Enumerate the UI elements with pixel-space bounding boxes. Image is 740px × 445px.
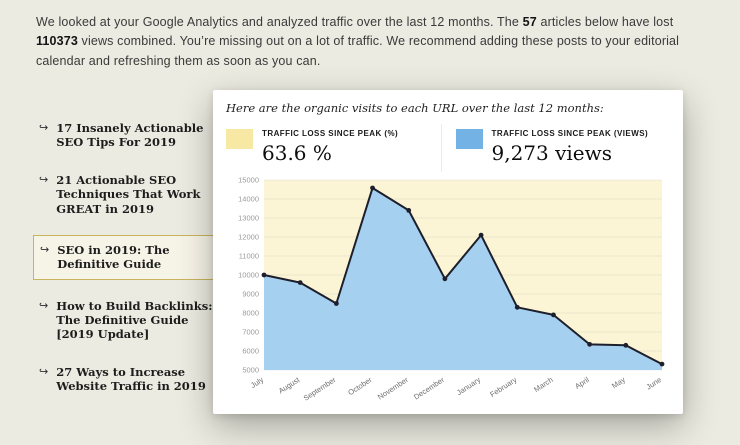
curved-arrow-icon: ↪ <box>40 243 50 256</box>
x-tick-label: August <box>277 375 302 396</box>
y-tick-label: 7000 <box>242 328 259 337</box>
intro-article-count: 57 <box>522 15 537 29</box>
x-tick-label: September <box>302 375 338 403</box>
area-chart-svg: 5000 6000 7000 8000 9000 10000 11000 12000 13000… <box>238 176 665 403</box>
x-tick-label: June <box>645 375 664 391</box>
x-tick-label: December <box>412 375 446 402</box>
x-tick-label: April <box>573 375 591 391</box>
intro-views-lost: 110373 <box>36 34 78 49</box>
sidebar-item-seo-tips[interactable]: ↪ 17 Insanely Actionable SEO Tips For 20… <box>33 117 229 154</box>
y-tick-label: 12000 <box>238 233 259 242</box>
legend-swatch-percent <box>226 129 253 149</box>
curved-arrow-icon: ↪ <box>39 122 49 134</box>
y-tick-label: 11000 <box>239 252 259 261</box>
intro-part1: We looked at your Google Analytics and a… <box>36 15 523 29</box>
x-tick-label: October <box>346 375 374 397</box>
sidebar-item-increase-traffic[interactable]: ↪ 27 Ways to Increase Website Traffic in… <box>33 361 229 398</box>
panel-title: Here are the organic visits to each URL … <box>226 101 604 115</box>
curved-arrow-icon: ↪ <box>39 299 49 312</box>
chart-dot <box>333 301 339 306</box>
traffic-panel: Here are the organic visits to each URL … <box>213 90 683 414</box>
chart-dot <box>370 185 375 191</box>
legend-item-views: TRAFFIC LOSS SINCE PEAK (VIEWS) 9,273 vi… <box>440 124 671 172</box>
chart-dot <box>261 272 267 278</box>
sidebar-item-label: 17 Insanely Actionable SEO Tips For 2019 <box>56 121 204 150</box>
curved-arrow-icon: ↪ <box>39 173 49 186</box>
x-tick-label: May <box>610 375 627 390</box>
intro-part3: views combined. You’re missing out on a … <box>36 34 680 68</box>
legend-label-views: TRAFFIC LOSS SINCE PEAK (VIEWS) <box>491 129 649 138</box>
y-tick-label: 15000 <box>238 176 259 185</box>
x-tick-label: November <box>376 375 410 402</box>
chart-dot <box>623 342 629 348</box>
legend-value-percent: 63.6 % <box>262 141 332 165</box>
intro-part2: articles below have lost <box>536 15 674 29</box>
sidebar-item-build-backlinks[interactable]: ↪ How to Build Backlinks: The Definitive… <box>33 295 229 346</box>
legend-label-percent: TRAFFIC LOSS SINCE PEAK (%) <box>262 129 399 138</box>
chart-dot <box>478 232 484 238</box>
chart-line <box>263 186 663 365</box>
chart-dot <box>514 304 520 310</box>
sidebar-item-label: SEO in 2019: The Definitive Guide <box>57 242 170 272</box>
y-tick-label: 10000 <box>238 271 259 280</box>
y-tick-label: 13000 <box>238 214 259 223</box>
chart-dot <box>587 341 593 347</box>
y-tick-label: 6000 <box>242 347 259 356</box>
sidebar-item-seo-techniques[interactable]: ↪ 21 Actionable SEO Techniques That Work… <box>33 169 229 220</box>
x-tick-label: July <box>249 375 265 390</box>
y-tick-label: 9000 <box>242 290 259 299</box>
y-tick-label: 14000 <box>238 195 259 204</box>
curved-arrow-icon: ↪ <box>39 365 49 378</box>
traffic-chart: 5000 6000 7000 8000 9000 10000 11000 12000 13000… <box>226 174 670 413</box>
article-list: ↪ 17 Insanely Actionable SEO Tips For 20… <box>33 117 229 398</box>
y-tick-label: 8000 <box>242 309 259 318</box>
sidebar-item-seo-definitive-guide[interactable]: ↪ SEO in 2019: The Definitive Guide <box>33 234 229 280</box>
chart-area <box>264 187 662 370</box>
sidebar-item-label: 21 Actionable SEO Techniques That Work G… <box>56 172 201 216</box>
legend-item-percent: TRAFFIC LOSS SINCE PEAK (%) 63.6 % <box>226 124 441 172</box>
sidebar-item-label: 27 Ways to Increase Website Traffic in 2… <box>56 364 206 394</box>
chart-dot <box>442 276 448 282</box>
sidebar-item-label: How to Build Backlinks: The Definitive G… <box>56 298 213 342</box>
legend-value-views: 9,273 views <box>491 141 613 165</box>
chart-dot <box>406 208 412 213</box>
x-tick-label: February <box>488 375 518 399</box>
legend: TRAFFIC LOSS SINCE PEAK (%) 63.6 % TRAFF… <box>226 124 670 172</box>
chart-dot <box>659 361 665 367</box>
legend-swatch-views <box>455 129 483 149</box>
y-tick-label: 5000 <box>242 366 259 375</box>
chart-dot <box>551 312 556 318</box>
x-tick-label: March <box>532 375 554 394</box>
chart-dot <box>297 280 303 285</box>
intro-text: We looked at your Google Analytics and a… <box>36 13 704 71</box>
x-tick-label: January <box>455 375 482 397</box>
